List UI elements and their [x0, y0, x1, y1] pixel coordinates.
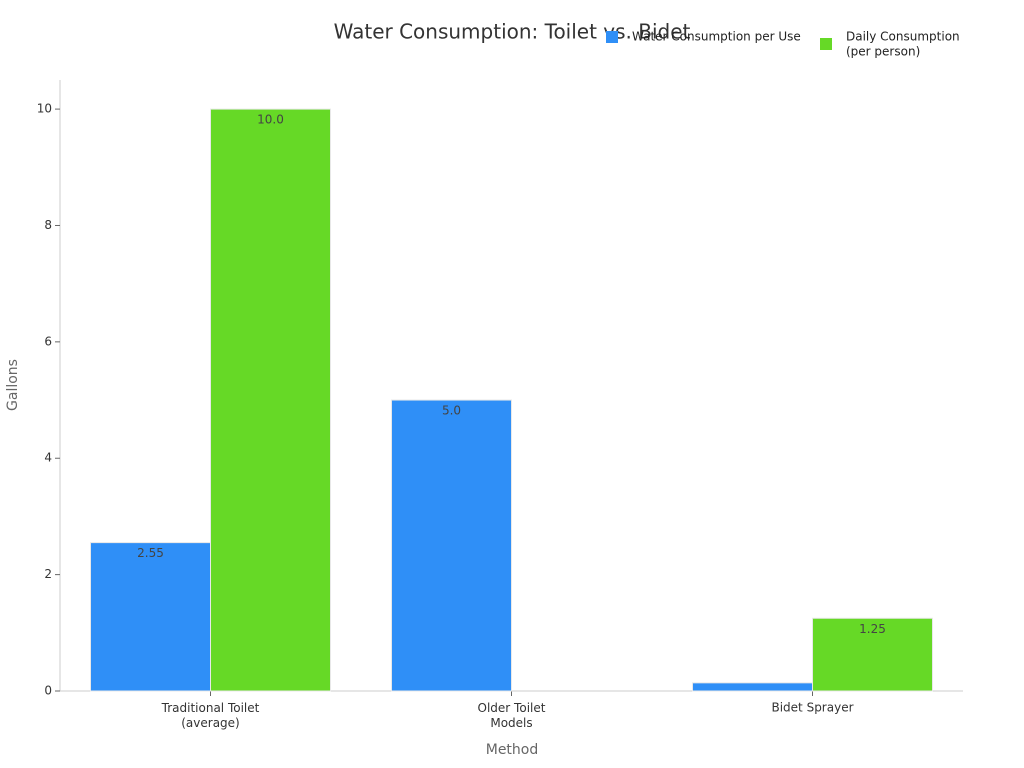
- legend-label: Water Consumption per Use: [632, 30, 801, 44]
- x-axis-title: Method: [486, 742, 539, 758]
- value-label: 2.55: [137, 546, 164, 560]
- y-tick-label: 4: [44, 451, 52, 465]
- value-label: 10.0: [257, 113, 284, 127]
- x-tick-label: Traditional Toilet (average): [161, 701, 260, 730]
- y-tick-label: 8: [44, 218, 52, 232]
- bar: [391, 399, 512, 692]
- bar: [210, 108, 331, 692]
- y-axis-title: Gallons: [5, 359, 21, 411]
- chart-title: Water Consumption: Toilet vs. Bidet: [334, 20, 691, 44]
- x-tick-label: Bidet Sprayer: [771, 701, 853, 715]
- y-tick-label: 10: [37, 102, 52, 116]
- value-label: 5.0: [442, 404, 461, 418]
- y-tick-label: 6: [44, 334, 52, 348]
- bar: [90, 542, 211, 692]
- legend-swatch: [606, 31, 618, 43]
- y-tick-label: 0: [44, 684, 52, 698]
- legend-label: Daily Consumption (per person): [846, 29, 960, 58]
- bar: [692, 682, 813, 692]
- bar: [812, 617, 933, 692]
- value-label: 1.25: [859, 622, 886, 636]
- x-tick-label: Older Toilet Models: [478, 701, 546, 730]
- y-tick-label: 2: [44, 567, 52, 581]
- legend-swatch: [820, 38, 832, 50]
